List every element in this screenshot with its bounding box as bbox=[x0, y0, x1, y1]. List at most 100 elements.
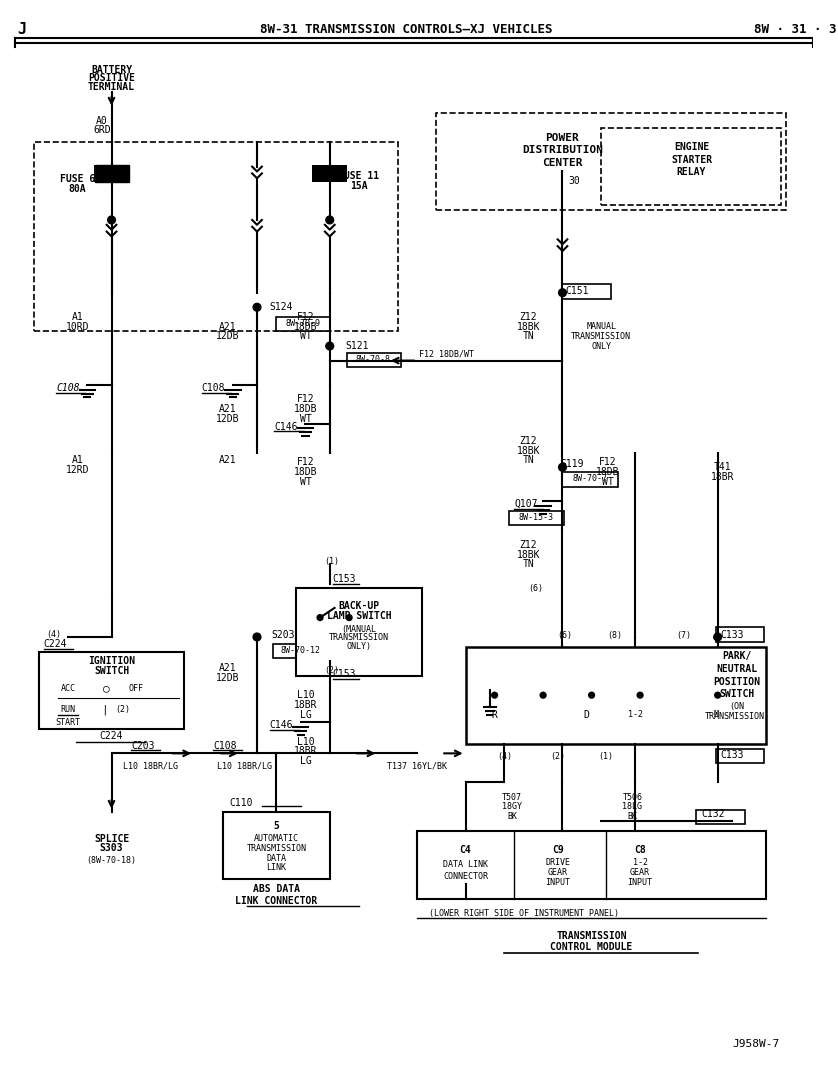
Text: Z12: Z12 bbox=[520, 312, 537, 322]
Bar bbox=[466, 647, 766, 744]
Text: C224: C224 bbox=[100, 731, 123, 741]
Text: BK: BK bbox=[507, 812, 517, 821]
Text: A0: A0 bbox=[96, 116, 108, 126]
Text: 18GY: 18GY bbox=[502, 802, 522, 811]
Text: SWITCH: SWITCH bbox=[720, 689, 755, 699]
Bar bbox=[296, 589, 422, 676]
Text: 1-2: 1-2 bbox=[633, 859, 648, 867]
Text: CENTER: CENTER bbox=[542, 158, 582, 167]
Circle shape bbox=[253, 633, 261, 640]
Text: 8W-15-3: 8W-15-3 bbox=[519, 513, 554, 523]
Bar bbox=[437, 113, 785, 211]
Text: 30: 30 bbox=[568, 176, 580, 186]
Text: (ON: (ON bbox=[730, 702, 744, 712]
Text: NEUTRAL: NEUTRAL bbox=[716, 664, 758, 674]
Bar bbox=[602, 127, 781, 205]
Text: LAMP SWITCH: LAMP SWITCH bbox=[327, 610, 391, 621]
Bar bbox=[34, 143, 397, 332]
Text: (1): (1) bbox=[324, 557, 339, 566]
Text: TRANSMISSION): TRANSMISSION) bbox=[705, 712, 769, 721]
Text: F12: F12 bbox=[599, 458, 617, 468]
Text: ABS DATA: ABS DATA bbox=[253, 885, 300, 894]
Text: S303: S303 bbox=[100, 843, 123, 853]
Text: 18BR: 18BR bbox=[294, 700, 318, 710]
Text: ○: ○ bbox=[103, 684, 110, 693]
Text: DATA LINK: DATA LINK bbox=[443, 861, 488, 869]
Text: 8W-70-9: 8W-70-9 bbox=[285, 320, 320, 328]
Text: IGNITION: IGNITION bbox=[88, 657, 135, 666]
Text: 8W-31 TRANSMISSION CONTROLS—XJ VEHICLES: 8W-31 TRANSMISSION CONTROLS—XJ VEHICLES bbox=[260, 24, 552, 37]
Text: 18DB: 18DB bbox=[294, 322, 318, 332]
Text: (1): (1) bbox=[598, 752, 613, 760]
Text: (2): (2) bbox=[324, 666, 339, 675]
Text: TN: TN bbox=[523, 456, 535, 465]
Text: WT: WT bbox=[300, 414, 312, 423]
Text: WT: WT bbox=[603, 476, 614, 487]
Text: T137 16YL/BK: T137 16YL/BK bbox=[387, 761, 447, 770]
Text: Z12: Z12 bbox=[520, 540, 537, 550]
Text: 12RD: 12RD bbox=[66, 465, 90, 475]
Text: T506: T506 bbox=[623, 793, 642, 801]
Text: GEAR: GEAR bbox=[548, 868, 567, 877]
Text: S121: S121 bbox=[345, 341, 369, 351]
Text: S203: S203 bbox=[272, 630, 295, 640]
Bar bbox=[417, 831, 766, 899]
Text: ACC: ACC bbox=[60, 684, 75, 693]
Text: A1: A1 bbox=[72, 312, 84, 322]
Text: C151: C151 bbox=[566, 286, 589, 296]
Text: C224: C224 bbox=[44, 638, 67, 649]
Circle shape bbox=[326, 342, 334, 350]
Text: A21: A21 bbox=[219, 404, 236, 414]
Bar bbox=[347, 353, 401, 367]
Bar bbox=[716, 748, 764, 764]
Bar bbox=[510, 511, 565, 526]
Bar bbox=[273, 644, 328, 659]
Text: (2): (2) bbox=[116, 705, 131, 714]
Text: F12: F12 bbox=[297, 394, 314, 404]
Text: 18BR: 18BR bbox=[294, 746, 318, 756]
Text: (7): (7) bbox=[676, 631, 691, 639]
Text: L10 18BR/LG: L10 18BR/LG bbox=[217, 761, 272, 770]
Text: PARK/: PARK/ bbox=[722, 651, 752, 661]
Text: C108: C108 bbox=[202, 382, 225, 393]
Text: (6): (6) bbox=[557, 631, 572, 639]
Text: 10RD: 10RD bbox=[66, 322, 90, 332]
Bar bbox=[716, 627, 764, 642]
Text: FUSE 11: FUSE 11 bbox=[339, 172, 380, 181]
Text: TRANSMISSION: TRANSMISSION bbox=[328, 634, 389, 643]
Text: LG: LG bbox=[300, 710, 312, 719]
Text: 18LG: 18LG bbox=[623, 802, 642, 811]
Text: DATA: DATA bbox=[266, 853, 287, 863]
Circle shape bbox=[714, 633, 722, 640]
Text: 18DB: 18DB bbox=[294, 404, 318, 414]
Text: C132: C132 bbox=[701, 809, 725, 820]
Text: 18DB: 18DB bbox=[294, 468, 318, 477]
Text: C133: C133 bbox=[721, 630, 744, 640]
Circle shape bbox=[559, 288, 566, 297]
Text: ENGINE: ENGINE bbox=[674, 143, 709, 152]
Circle shape bbox=[317, 615, 323, 621]
Text: 8W-70-12: 8W-70-12 bbox=[281, 646, 321, 656]
Text: LINK: LINK bbox=[266, 863, 287, 873]
Circle shape bbox=[715, 692, 721, 698]
Text: C108: C108 bbox=[214, 741, 237, 751]
Text: C133: C133 bbox=[721, 751, 744, 760]
Bar bbox=[94, 164, 129, 183]
Text: STARTER: STARTER bbox=[671, 154, 712, 165]
Text: 15A: 15A bbox=[350, 181, 368, 191]
Text: T41: T41 bbox=[714, 462, 732, 472]
Text: A1: A1 bbox=[72, 456, 84, 465]
Text: CONNECTOR: CONNECTOR bbox=[443, 872, 488, 881]
Text: INPUT: INPUT bbox=[546, 878, 570, 887]
Text: C153: C153 bbox=[333, 573, 356, 584]
Circle shape bbox=[559, 463, 566, 471]
Circle shape bbox=[588, 692, 594, 698]
Text: F12: F12 bbox=[297, 458, 314, 468]
Text: 80A: 80A bbox=[69, 184, 86, 194]
Text: SPLICE: SPLICE bbox=[94, 834, 129, 843]
Circle shape bbox=[541, 692, 546, 698]
Circle shape bbox=[492, 692, 498, 698]
Text: 18DB: 18DB bbox=[597, 468, 620, 477]
Text: LINK CONNECTOR: LINK CONNECTOR bbox=[235, 895, 318, 906]
Text: C146: C146 bbox=[270, 720, 293, 730]
